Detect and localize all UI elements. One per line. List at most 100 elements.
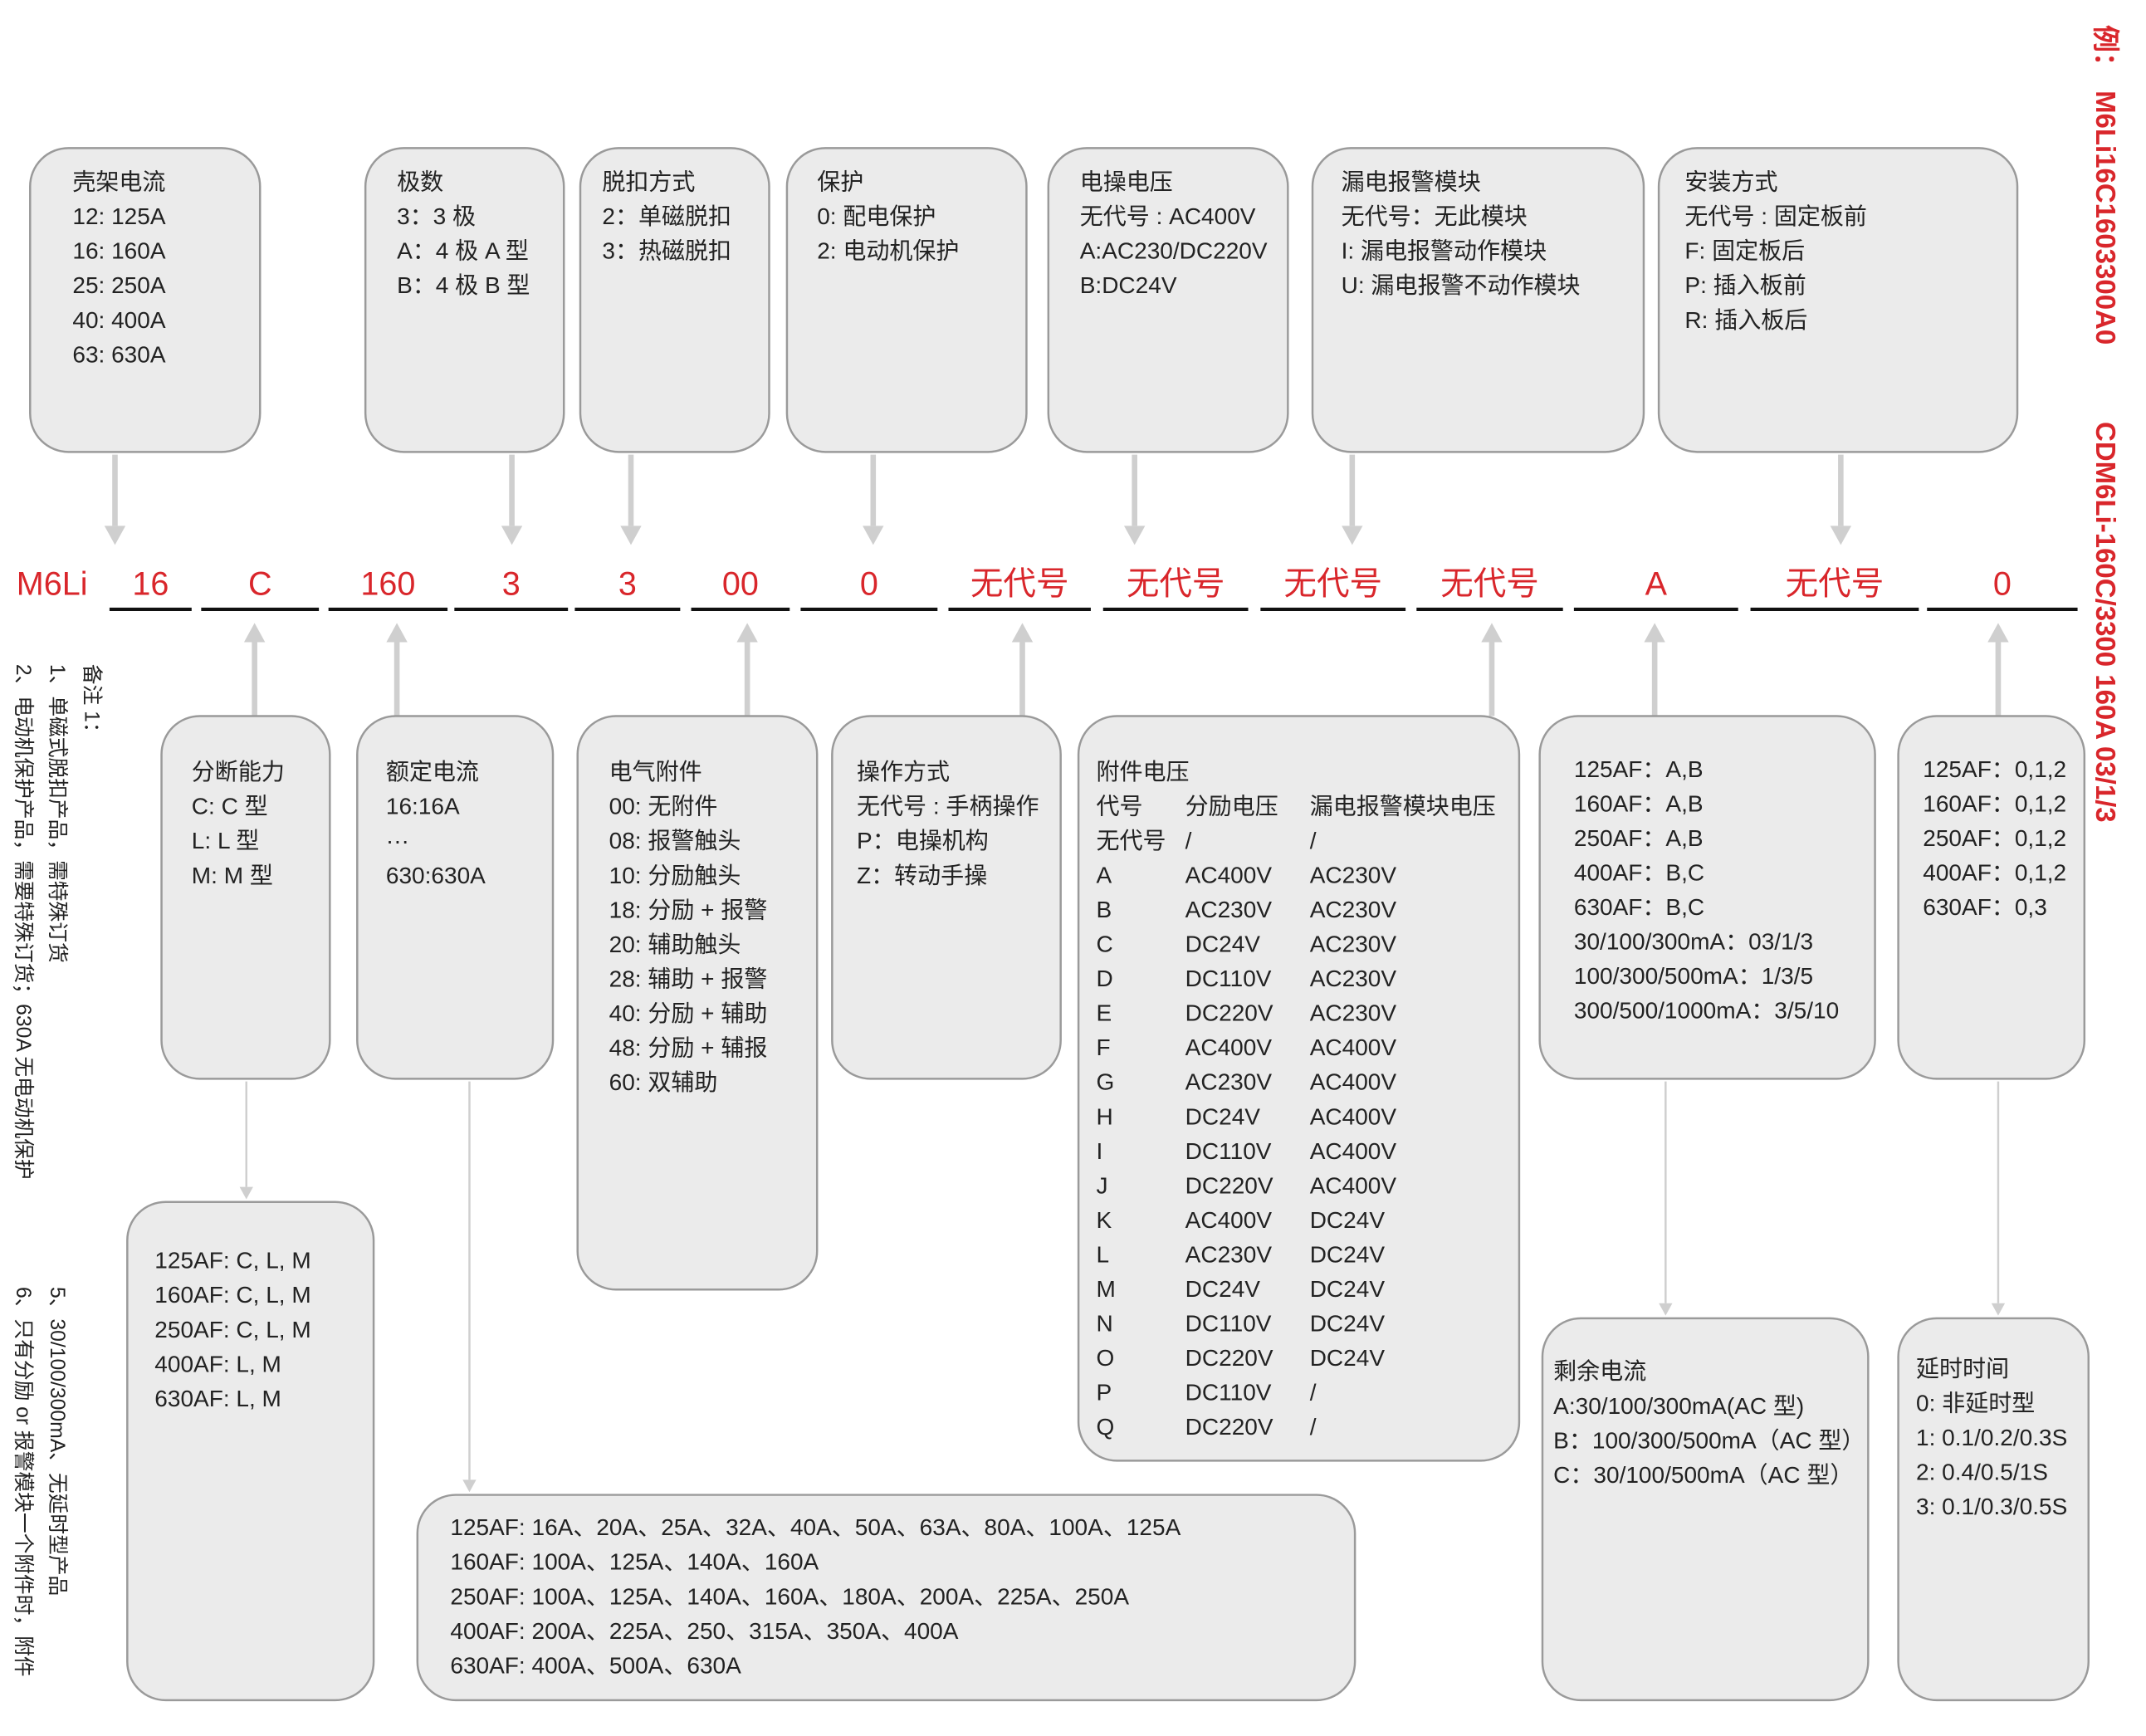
table-cell: C <box>1097 932 1113 957</box>
table-cell: AC400V <box>1310 1069 1397 1095</box>
code-part: A <box>1645 565 1668 602</box>
box-line: B：100/300/500mA（AC 型） <box>1553 1427 1865 1453</box>
box-title: 漏电报警模块 <box>1342 169 1481 195</box>
table-cell: DC24V <box>1185 1276 1261 1302</box>
box-line: 0: 非延时型 <box>1916 1390 2035 1416</box>
table-cell: AC400V <box>1310 1172 1397 1198</box>
arrow-head <box>243 623 266 643</box>
table-cell: 无代号 <box>1097 828 1166 853</box>
note: 5、30/100/300mA、无延时型产品 <box>46 1287 69 1596</box>
example-full: CDM6Li-160C/3300 160A 03/1/3 <box>2090 422 2121 823</box>
arrow-head <box>462 1479 477 1493</box>
box-line: Z：转动手操 <box>857 863 987 888</box>
arrow-head <box>863 526 884 545</box>
table-cell: Q <box>1097 1414 1115 1440</box>
box-line: R: 插入板后 <box>1684 307 1807 333</box>
code-part: C <box>248 565 272 602</box>
arrow-head <box>736 623 758 643</box>
table-cell: P <box>1097 1380 1112 1406</box>
box-line: 3：热磁脱扣 <box>602 238 731 264</box>
arrow-head <box>104 526 126 545</box>
box-line: A:30/100/300mA(AC 型) <box>1553 1393 1804 1419</box>
box-line: 40: 400A <box>72 307 165 333</box>
box <box>785 147 1028 453</box>
code-part: 0 <box>1993 565 2012 602</box>
code-part: 16 <box>132 565 169 602</box>
box-title: 保护 <box>817 169 863 195</box>
box-line: P：电操机构 <box>857 828 989 853</box>
box <box>126 1201 375 1702</box>
table-cell: DC24V <box>1310 1276 1386 1302</box>
code-part: 00 <box>722 565 759 602</box>
table-cell: DC110V <box>1185 1311 1272 1337</box>
box-line: 2: 电动机保护 <box>817 238 959 264</box>
box-line: 60: 双辅助 <box>609 1069 718 1095</box>
box-line: 16: 160A <box>72 238 165 264</box>
table-cell: DC110V <box>1185 1138 1272 1164</box>
box-line: U: 漏电报警不动作模块 <box>1342 272 1581 298</box>
box <box>1897 1317 2090 1702</box>
box-line: 1: 0.1/0.2/0.3S <box>1916 1425 2067 1450</box>
box-line: 400AF：0,1,2 <box>1923 859 2066 885</box>
box <box>1897 715 2086 1080</box>
table-cell: AC230V <box>1185 1241 1273 1267</box>
table-cell: DC220V <box>1185 1172 1273 1198</box>
box-line: A：4 极 A 型 <box>397 238 529 264</box>
box-line: 3：3 极 <box>397 203 476 229</box>
table-cell: B <box>1097 897 1112 922</box>
box <box>1657 147 2019 453</box>
box-line: P: 插入板前 <box>1684 272 1806 298</box>
box <box>831 715 1062 1080</box>
box-title: 电气附件 <box>609 759 702 785</box>
arrow-head <box>1830 526 1852 545</box>
box-line: 400AF：B,C <box>1574 859 1704 885</box>
table-cell: AC400V <box>1185 862 1273 888</box>
table-cell: E <box>1097 1000 1112 1026</box>
box-line: C：30/100/500mA（AC 型） <box>1553 1462 1853 1488</box>
box-line: 125AF：0,1,2 <box>1923 756 2066 782</box>
box-line: 28: 辅助 + 报警 <box>609 966 768 991</box>
box <box>579 147 770 453</box>
box-line: A:AC230/DC220V <box>1080 238 1268 264</box>
code-part: 160 <box>360 565 415 602</box>
arrow-head <box>1644 623 1665 643</box>
box-line: 10: 分励触头 <box>609 863 741 888</box>
box-title: 脱扣方式 <box>602 169 695 195</box>
table-cell: K <box>1097 1207 1112 1233</box>
box-line: 160AF：A,B <box>1574 790 1704 816</box>
table-cell: D <box>1097 966 1113 991</box>
box-line: 25: 250A <box>72 272 165 298</box>
table-cell: / <box>1310 828 1317 853</box>
box-line: 18: 分励 + 报警 <box>609 897 768 922</box>
box-line: 无代号 : AC400V <box>1080 203 1256 229</box>
box-line: 400AF: 200A、225A、250、315A、350A、400A <box>450 1618 958 1644</box>
table-cell: DC220V <box>1185 1414 1273 1440</box>
table-cell: AC400V <box>1310 1034 1397 1060</box>
box-title: 安装方式 <box>1684 169 1777 195</box>
note: 1、单磁式脱扣产品，需特殊订货 <box>46 664 69 963</box>
box-line: 2: 0.4/0.5/1S <box>1916 1460 2048 1485</box>
box <box>356 715 555 1080</box>
box <box>1538 715 1876 1080</box>
box-line: 0: 配电保护 <box>817 203 936 229</box>
table-cell: DC220V <box>1185 1345 1273 1371</box>
box-title: 延时时间 <box>1916 1356 2009 1381</box>
table-cell: AC400V <box>1185 1034 1273 1060</box>
arrow-head <box>1123 526 1146 545</box>
box-line: 160AF：0,1,2 <box>1923 790 2066 816</box>
example-code: M6Li16C1603300A0 <box>2090 90 2121 345</box>
box-line: 125AF: C, L, M <box>154 1248 310 1274</box>
arrow-head <box>1011 623 1034 643</box>
box-title: 附件电压 <box>1097 759 1190 785</box>
box-line: 630AF：B,C <box>1574 894 1704 920</box>
code-part: 无代号 <box>970 565 1069 602</box>
box-line: I: 漏电报警动作模块 <box>1342 238 1547 264</box>
box-title: 极数 <box>397 169 443 195</box>
box-title: 剩余电流 <box>1553 1358 1646 1384</box>
code-part: 0 <box>860 565 878 602</box>
table-cell: N <box>1097 1311 1113 1337</box>
table-cell: AC230V <box>1310 862 1397 888</box>
arrow-head <box>1987 623 2009 643</box>
table-cell: AC400V <box>1185 1207 1273 1233</box>
table-cell: DC24V <box>1310 1241 1386 1267</box>
